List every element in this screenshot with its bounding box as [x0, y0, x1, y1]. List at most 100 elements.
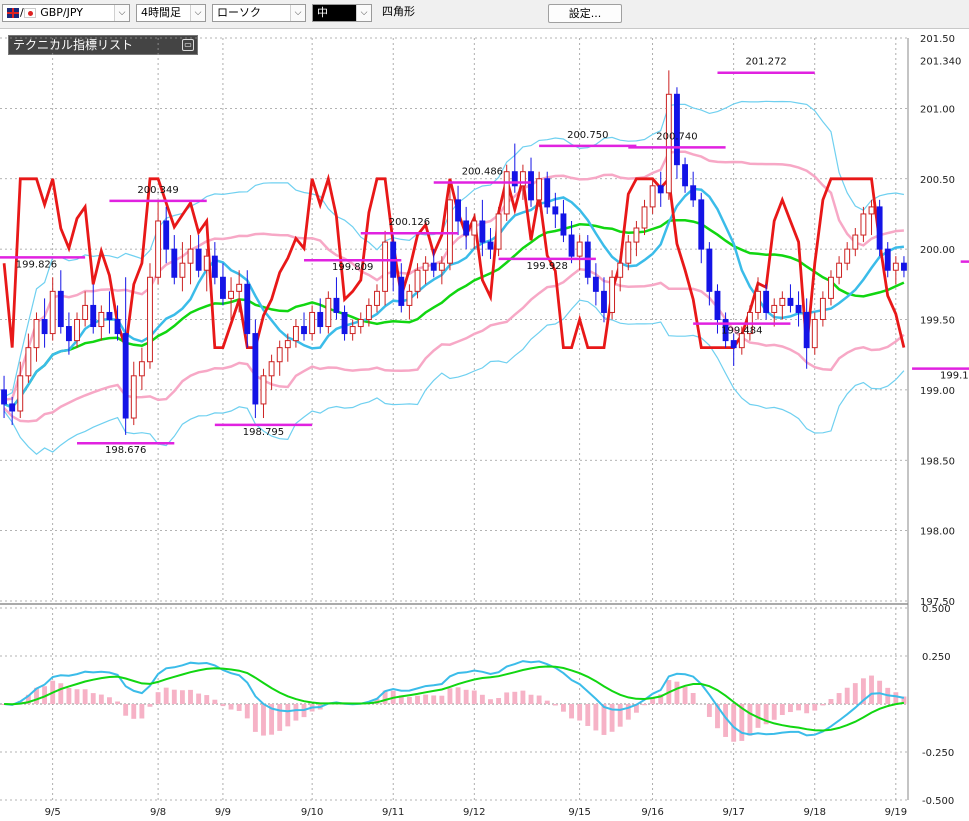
- candle-body: [576, 241, 583, 257]
- macd-tick-label: 0.500: [922, 604, 951, 615]
- price-annotation: 200.740: [656, 131, 697, 142]
- collapse-icon[interactable]: ▭: [182, 39, 194, 51]
- macd-histogram-bar: [423, 694, 429, 704]
- sma-long-line: [3, 219, 905, 410]
- draw-tool-field[interactable]: 四角形: [378, 4, 538, 22]
- timeframe-select[interactable]: 4時間足 ⌵: [136, 4, 206, 22]
- macd-histogram-bar: [804, 704, 810, 714]
- macd-histogram-bar: [488, 699, 493, 704]
- chevron-down-icon: ⌵: [356, 5, 371, 21]
- date-tick-label: 9/11: [382, 807, 404, 818]
- candle-body: [114, 319, 121, 335]
- candle-body: [601, 290, 607, 313]
- macd-histogram-bar: [171, 689, 177, 704]
- chevron-down-icon: ⌵: [290, 5, 305, 21]
- candle-body: [536, 178, 543, 201]
- macd-histogram-bar: [236, 704, 242, 711]
- macd-histogram-bar: [552, 704, 558, 706]
- indicator-list-title: テクニカル指標リスト: [13, 38, 134, 52]
- macd-histogram-bar: [747, 704, 753, 736]
- macd-histogram-bar: [74, 689, 80, 704]
- candle-body: [252, 333, 259, 405]
- macd-histogram-bar: [58, 683, 64, 704]
- candle-body: [714, 290, 721, 321]
- candle-body: [511, 171, 518, 187]
- macd-histogram-bar: [650, 697, 656, 704]
- macd-histogram-bar: [901, 696, 907, 704]
- candle-body: [455, 199, 461, 222]
- macd-histogram-bar: [293, 704, 299, 721]
- macd-histogram-bar: [115, 701, 120, 704]
- candle-body: [382, 241, 389, 292]
- candle-body: [771, 304, 778, 313]
- candle-body: [819, 297, 826, 321]
- candle-body: [187, 248, 194, 264]
- macd-histogram-bar: [285, 704, 291, 727]
- candle-body: [422, 262, 429, 271]
- macd-histogram-bar: [277, 704, 283, 731]
- indicator-list-panel[interactable]: テクニカル指標リスト ▭: [8, 35, 198, 55]
- candle-body: [633, 227, 640, 243]
- bollinger-upper-outer: [3, 100, 905, 398]
- candle-body: [284, 340, 291, 349]
- macd-histogram-bar: [244, 704, 250, 719]
- candle-body: [617, 262, 624, 278]
- macd-histogram-bar: [479, 694, 485, 704]
- date-tick-label: 9/17: [722, 807, 744, 818]
- candle-body: [665, 93, 672, 194]
- candle-body: [276, 347, 283, 363]
- candle-body: [438, 262, 445, 271]
- candle-body: [309, 311, 316, 335]
- candle-body: [738, 333, 745, 349]
- candle-body: [147, 276, 153, 363]
- candle-body: [657, 185, 664, 194]
- macd-histogram-bar: [25, 694, 31, 704]
- candle-body: [179, 262, 186, 278]
- candle-body: [1, 389, 7, 405]
- candle-body: [301, 326, 307, 335]
- macd-histogram-bar: [42, 686, 48, 704]
- price-tick-label: 200.50: [920, 175, 955, 186]
- chart-style-select[interactable]: ローソク ⌵: [212, 4, 306, 22]
- candle-body: [260, 375, 267, 405]
- price-tick-label: 197.50: [920, 597, 955, 608]
- candle-body: [552, 206, 559, 215]
- macd-histogram-bar: [820, 704, 826, 706]
- macd-panel: [1, 660, 907, 742]
- line-width-select[interactable]: 中 ⌵: [312, 4, 372, 22]
- candle-body: [155, 220, 162, 278]
- macd-histogram-bar: [382, 690, 388, 704]
- macd-tick-label: 0.250: [922, 652, 951, 663]
- candle-body: [828, 276, 834, 299]
- candle-body: [519, 171, 526, 187]
- price-tick-label: 198.50: [920, 456, 955, 467]
- currency-pair-select[interactable]: / GBP/JPY ⌵: [2, 4, 130, 22]
- macd-histogram-bar: [544, 700, 550, 704]
- price-annotation: 200.750: [567, 130, 608, 141]
- price-tick-label: 199.50: [920, 316, 955, 327]
- price-annotation: 198.795: [243, 427, 284, 438]
- settings-button[interactable]: 設定...: [548, 4, 622, 23]
- uk-flag-icon: [7, 8, 19, 18]
- chevron-down-icon: ⌵: [190, 5, 205, 21]
- timeframe-label: 4時間足: [141, 6, 181, 19]
- bollinger-lower-outer: [3, 299, 905, 455]
- price-tick-label: 198.00: [920, 527, 955, 538]
- macd-histogram-bar: [204, 695, 210, 704]
- candle-body: [357, 319, 364, 328]
- price-annotation: 198.676: [105, 445, 146, 456]
- macd-histogram-bar: [836, 693, 842, 704]
- candle-body: [560, 213, 567, 236]
- candle-body: [787, 297, 794, 306]
- bollinger-lower-inner: [3, 267, 905, 423]
- candle-body: [203, 255, 210, 271]
- candle-body: [211, 255, 218, 278]
- candle-body: [163, 220, 170, 250]
- candle-body: [844, 248, 851, 264]
- candle-body: [779, 297, 786, 306]
- candle-body: [487, 241, 494, 250]
- macd-histogram-bar: [139, 704, 145, 719]
- candle-body: [730, 340, 737, 349]
- macd-histogram-bar: [723, 704, 729, 737]
